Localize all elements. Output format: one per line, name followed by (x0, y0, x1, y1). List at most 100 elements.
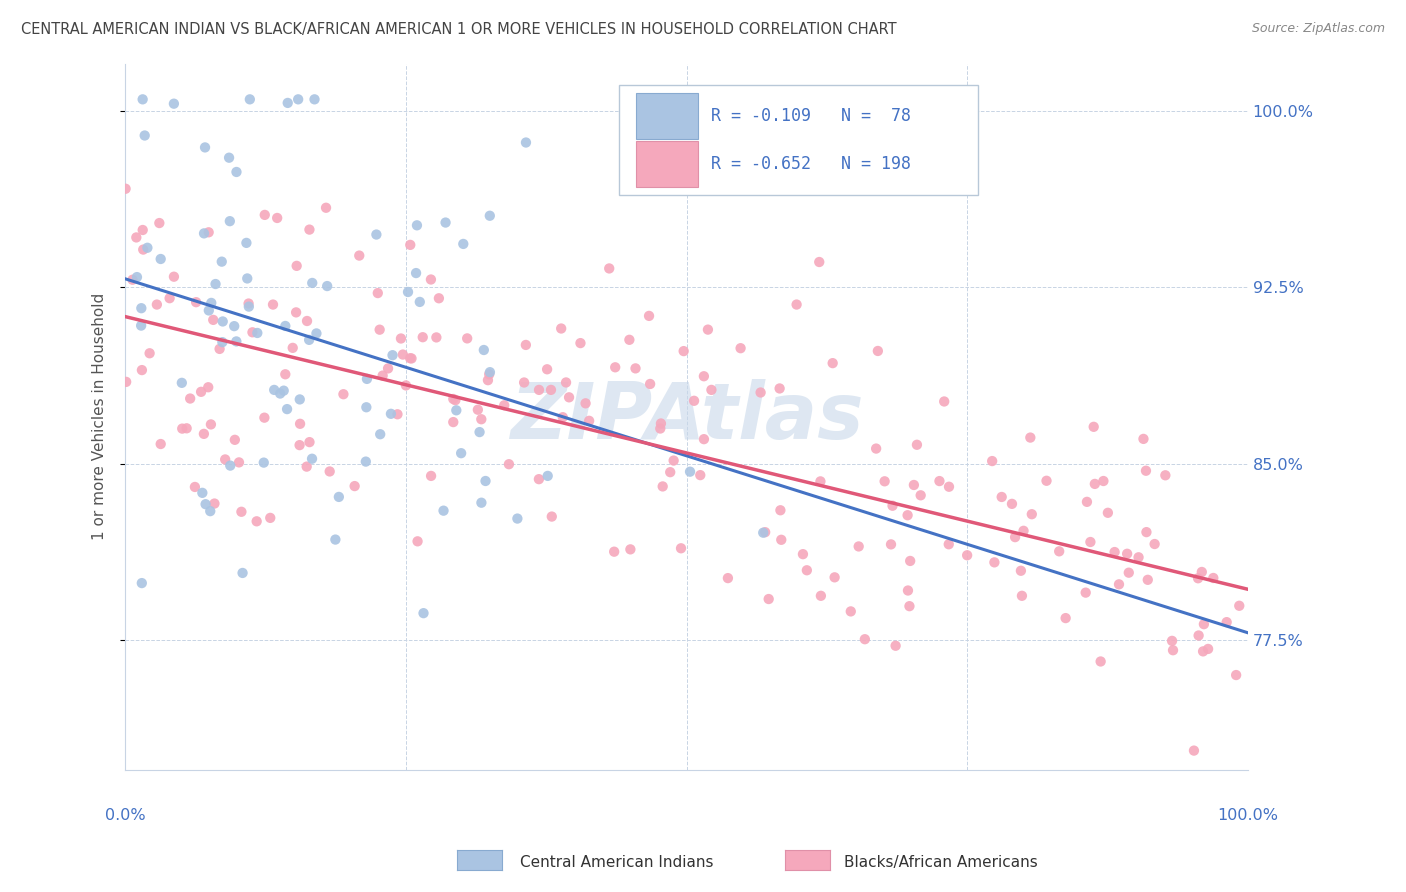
Point (938, 537, 960, 551)
Point (865, 442, 887, 456)
Text: Source: ZipAtlas.com: Source: ZipAtlas.com (1251, 22, 1385, 36)
Point (1188, 628, 1211, 642)
Point (193, 426, 215, 441)
Point (453, 236, 475, 251)
Point (540, 509, 562, 524)
Point (274, 368, 297, 382)
Point (204, 497, 226, 511)
Point (368, 323, 391, 337)
Point (136, 241, 159, 255)
Point (1097, 506, 1119, 520)
Point (354, 454, 377, 468)
Point (115, 375, 138, 389)
Point (170, 376, 193, 390)
Point (880, 537, 903, 551)
Point (274, 318, 297, 333)
Point (478, 368, 501, 382)
Point (305, 326, 328, 341)
Point (392, 347, 415, 361)
Point (191, 486, 214, 500)
Point (662, 453, 685, 467)
Point (478, 365, 501, 379)
Point (1116, 547, 1139, 561)
Point (304, 92, 326, 106)
Point (236, 271, 259, 285)
Point (132, 243, 155, 257)
Point (619, 542, 641, 557)
Point (298, 333, 321, 347)
Point (897, 508, 920, 523)
Point (380, 407, 402, 421)
Point (356, 401, 378, 415)
Point (749, 385, 772, 400)
Point (349, 249, 371, 263)
Point (903, 478, 925, 492)
Point (200, 417, 222, 432)
Point (873, 475, 896, 489)
Text: R = -0.109   N =  78: R = -0.109 N = 78 (711, 107, 911, 125)
Point (754, 525, 776, 540)
Point (934, 394, 956, 409)
Point (1197, 642, 1219, 657)
Point (441, 415, 464, 429)
Point (269, 386, 291, 401)
Point (444, 393, 467, 408)
Point (148, 216, 170, 230)
Point (367, 286, 389, 301)
Point (163, 269, 186, 284)
Point (395, 378, 418, 392)
Point (238, 300, 260, 314)
Point (399, 238, 422, 252)
Point (1035, 474, 1057, 488)
Point (1004, 530, 1026, 544)
Point (758, 592, 780, 607)
Point (211, 335, 233, 350)
Point (427, 291, 450, 305)
Point (1083, 419, 1105, 434)
Point (1001, 497, 1024, 511)
Point (910, 488, 932, 502)
Point (898, 554, 921, 568)
Point (717, 571, 740, 585)
Point (792, 547, 814, 561)
Point (550, 321, 572, 335)
Point (225, 165, 247, 179)
Point (1227, 599, 1250, 613)
Point (1135, 464, 1157, 478)
Point (515, 136, 537, 150)
Point (1076, 495, 1098, 509)
Point (1047, 544, 1070, 558)
Point (315, 201, 337, 215)
Point (131, 223, 153, 237)
Point (700, 383, 723, 397)
Point (129, 318, 152, 333)
Point (412, 330, 434, 344)
Point (1080, 535, 1102, 549)
Point (619, 333, 641, 347)
Point (527, 383, 550, 397)
Point (146, 297, 169, 311)
Point (114, 182, 136, 196)
Text: 0.0%: 0.0% (105, 808, 146, 823)
Point (1154, 468, 1177, 483)
Point (211, 314, 233, 328)
Point (1161, 633, 1184, 648)
Point (956, 548, 979, 562)
Point (1191, 565, 1213, 579)
Point (218, 214, 240, 228)
Point (1132, 432, 1154, 446)
Point (159, 291, 181, 305)
Point (786, 297, 808, 311)
Point (470, 496, 492, 510)
Point (498, 457, 520, 471)
Point (824, 570, 846, 584)
Point (134, 128, 156, 143)
Point (450, 446, 472, 460)
Point (434, 216, 457, 230)
Point (1090, 655, 1112, 669)
Point (839, 604, 862, 618)
Point (420, 469, 443, 483)
Point (381, 348, 404, 362)
Point (1192, 617, 1215, 632)
Point (176, 421, 198, 435)
